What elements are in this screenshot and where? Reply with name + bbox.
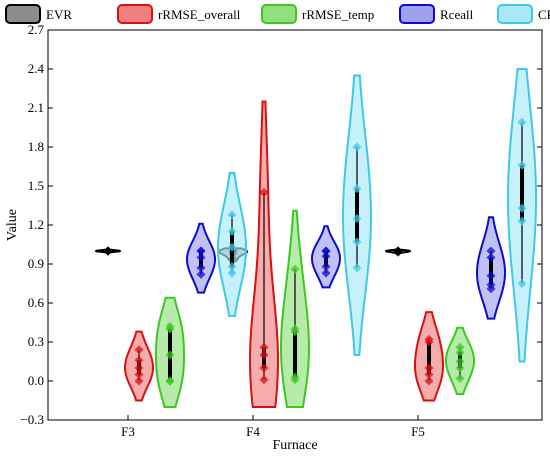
data-point <box>352 263 362 273</box>
legend-swatch <box>5 4 41 24</box>
x-tick-label: F4 <box>246 424 260 439</box>
legend-label: Rceall <box>440 7 474 22</box>
legend-label: rRMSE_temp <box>302 7 374 22</box>
data-point <box>134 363 144 373</box>
data-point <box>227 210 237 220</box>
x-axis-label: Furnace <box>272 438 317 453</box>
data-point <box>517 216 527 226</box>
legend-swatch <box>399 4 435 24</box>
data-point <box>486 271 496 281</box>
data-point <box>259 375 269 385</box>
data-point <box>259 188 269 197</box>
data-point <box>227 242 237 252</box>
y-tick-label: 0.9 <box>28 256 44 271</box>
violin-quartile-box <box>489 257 493 285</box>
data-point <box>424 370 434 379</box>
data-point <box>517 279 527 288</box>
data-point <box>321 262 331 272</box>
data-point <box>517 160 527 170</box>
legend-swatch <box>261 4 297 24</box>
data-point <box>196 253 206 262</box>
y-tick-label: 2.4 <box>28 61 45 76</box>
data-point <box>486 246 496 256</box>
y-axis: −0.3 0.0 0.3 0.6 0.9 1.2 1.5 1.8 2.1 2.4 2.7 <box>20 22 542 427</box>
data-point <box>352 142 362 152</box>
legend: EVR rRMSE_overall rRMSE_temp Rceall CR <box>5 4 550 24</box>
y-tick-label: −0.3 <box>20 412 44 427</box>
data-point <box>259 350 269 360</box>
data-point <box>486 253 496 262</box>
y-tick-label: 1.8 <box>28 139 44 154</box>
x-tick-label: F3 <box>121 424 135 439</box>
data-point <box>165 321 175 331</box>
y-tick-label: 2.7 <box>28 22 45 37</box>
data-point <box>424 376 434 386</box>
data-point <box>321 246 331 256</box>
y-tick-label: 1.2 <box>28 217 44 232</box>
legend-swatch <box>497 4 533 24</box>
data-point <box>196 263 206 273</box>
violin-quartile-box <box>427 342 431 375</box>
data-point <box>321 251 331 261</box>
x-axis: F3 F4 F5 <box>121 415 425 439</box>
data-point <box>103 246 113 256</box>
data-point <box>455 347 465 357</box>
legend-label: EVR <box>46 7 72 22</box>
data-point <box>517 203 527 213</box>
y-tick-label: 0.3 <box>28 334 44 349</box>
data-point <box>196 269 206 279</box>
data-point <box>321 268 331 278</box>
data-point <box>290 324 300 334</box>
data-point <box>455 342 465 352</box>
data-point <box>165 376 175 386</box>
data-point <box>227 268 237 278</box>
data-point <box>165 350 175 360</box>
data-point <box>424 363 434 373</box>
legend-label: CR <box>538 7 550 22</box>
violin-quartile-box <box>520 165 524 222</box>
data-point <box>290 372 300 382</box>
y-tick-label: 2.1 <box>28 100 44 115</box>
legend-swatch <box>117 4 153 24</box>
y-axis-label: Value <box>5 209 20 241</box>
legend-label: rRMSE_overall <box>158 7 241 22</box>
data-point <box>259 342 269 352</box>
y-tick-label: 0.6 <box>28 295 45 310</box>
data-point <box>134 370 144 379</box>
data-point <box>134 355 144 365</box>
data-point <box>134 376 144 386</box>
data-point <box>352 214 362 223</box>
violins-layer <box>94 68 537 408</box>
data-point <box>352 237 362 247</box>
data-point <box>134 345 144 355</box>
data-point <box>393 246 403 256</box>
data-point <box>455 357 465 366</box>
data-point <box>486 280 496 290</box>
data-point <box>227 262 237 272</box>
data-point <box>517 117 527 127</box>
violin-quartile-box <box>293 329 297 378</box>
data-point <box>196 246 206 256</box>
x-tick-label: F5 <box>411 424 425 439</box>
data-point <box>455 373 465 383</box>
data-point <box>455 363 465 373</box>
data-point <box>352 184 362 194</box>
data-point <box>424 334 434 344</box>
y-tick-label: 1.5 <box>28 178 44 193</box>
data-point <box>227 227 237 236</box>
y-tick-label: 0.0 <box>28 373 44 388</box>
data-point <box>259 363 269 373</box>
data-point <box>290 264 300 274</box>
